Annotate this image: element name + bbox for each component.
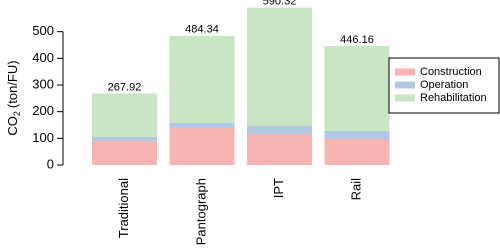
y-label-unit: (ton/FU) <box>5 60 20 108</box>
y-label-main: CO <box>5 116 20 136</box>
bar-segment <box>169 127 235 165</box>
bar-segment <box>247 125 312 134</box>
legend-label: Operation <box>420 79 468 91</box>
x-tick-label: Traditional <box>116 178 131 238</box>
bar-segment <box>247 133 312 165</box>
x-tick-label: Rail <box>348 178 363 201</box>
bar-segment <box>324 46 390 131</box>
y-axis-label: CO2 (ton/FU) <box>5 60 22 135</box>
y-tick-label: 200 <box>32 103 54 118</box>
x-tick-label: IPT <box>271 178 286 198</box>
bar-segment <box>169 35 235 123</box>
bar-segment <box>92 141 157 165</box>
y-tick-label: 500 <box>32 23 54 38</box>
bar-segment <box>324 138 390 165</box>
bar-segment <box>169 122 235 128</box>
y-tick-label: 300 <box>32 76 54 91</box>
bar-segment <box>247 7 312 126</box>
legend-label: Construction <box>420 66 482 78</box>
y-label-subscript: 2 <box>12 111 22 116</box>
y-tick-label: 400 <box>32 50 54 65</box>
legend-box <box>388 57 500 114</box>
bar-segment <box>92 137 157 141</box>
total-label: 267.92 <box>108 81 142 93</box>
y-tick-label: 100 <box>32 130 54 145</box>
x-tick-label: Pantograph <box>193 178 208 245</box>
bar-segment <box>324 130 390 139</box>
total-label: 446.16 <box>340 34 374 46</box>
total-label: 484.34 <box>185 24 219 36</box>
bar-segment <box>92 93 157 137</box>
y-tick-label: 0 <box>47 156 54 171</box>
legend-label: Rehabilitation <box>420 92 487 104</box>
total-label: 590.32 <box>263 0 297 7</box>
